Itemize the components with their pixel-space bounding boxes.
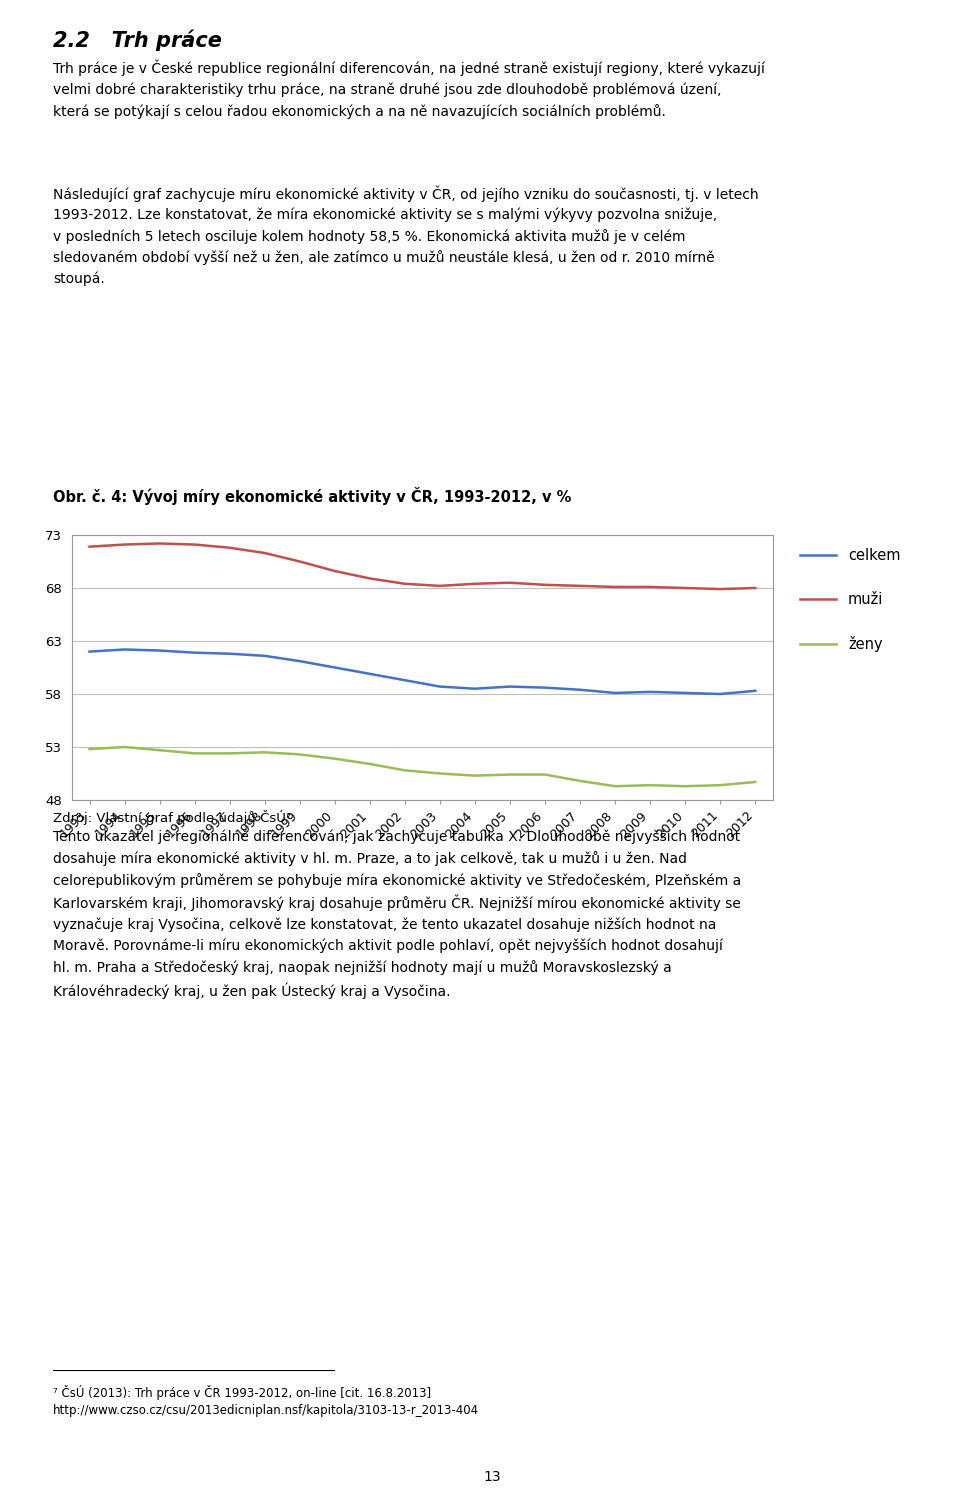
Text: Obr. č. 4: Vývoj míry ekonomické aktivity v ČR, 1993-2012, v %: Obr. č. 4: Vývoj míry ekonomické aktivit…: [53, 486, 571, 504]
Text: Tento ukazatel je regionálně diferencován, jak zachycuje tabulka X. Dlouhodobě n: Tento ukazatel je regionálně diferencová…: [53, 830, 741, 998]
Text: Zdroj: Vlastní graf podle údajů ČsÚ⁷: Zdroj: Vlastní graf podle údajů ČsÚ⁷: [53, 811, 291, 826]
Text: 13: 13: [483, 1469, 501, 1484]
Text: 2.2   Trh práce: 2.2 Trh práce: [53, 29, 222, 51]
Legend: celkem, muži, ženy: celkem, muži, ženy: [794, 542, 906, 659]
Text: Následující graf zachycuje míru ekonomické aktivity v ČR, od jejího vzniku do so: Následující graf zachycuje míru ekonomic…: [53, 185, 758, 287]
Text: Trh práce je v České republice regionální diferencován, na jedné straně existují: Trh práce je v České republice regionáln…: [53, 60, 765, 119]
Text: ⁷ ČsÚ (2013): Trh práce v ČR 1993-2012, on-line [cit. 16.8.2013]
http://www.czso: ⁷ ČsÚ (2013): Trh práce v ČR 1993-2012, …: [53, 1385, 479, 1417]
